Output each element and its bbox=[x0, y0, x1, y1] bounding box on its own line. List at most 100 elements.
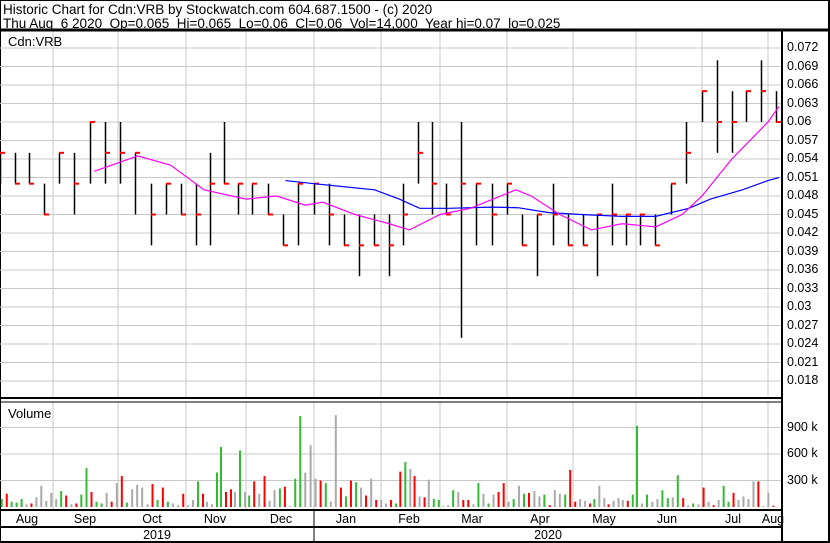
volume-bar bbox=[375, 499, 378, 507]
volume-bar bbox=[131, 489, 134, 507]
volume-bar bbox=[617, 498, 620, 507]
volume-bar bbox=[507, 501, 510, 507]
volume-bar bbox=[418, 496, 421, 507]
volume-bar bbox=[80, 494, 83, 507]
y-tick-label: 0.072 bbox=[787, 40, 819, 54]
volume-bar bbox=[409, 469, 412, 507]
volume-bar bbox=[304, 472, 307, 507]
volume-bar bbox=[339, 487, 342, 507]
volume-bar bbox=[574, 501, 577, 507]
volume-bar bbox=[244, 491, 246, 507]
year-label: 2020 bbox=[534, 528, 562, 542]
volume-bar bbox=[141, 487, 144, 507]
y-tick-label: 0.042 bbox=[787, 225, 819, 239]
volume-bar bbox=[263, 476, 266, 507]
volume-bar bbox=[502, 483, 505, 507]
volume-bar bbox=[225, 491, 227, 507]
volume-bar bbox=[671, 497, 674, 507]
volume-bar bbox=[110, 501, 113, 507]
volume-bar bbox=[752, 481, 755, 507]
volume-bar bbox=[413, 476, 416, 507]
volume-bar bbox=[651, 501, 654, 507]
volume-bar bbox=[258, 493, 261, 507]
volume-bar bbox=[156, 499, 159, 507]
volume-bar bbox=[95, 501, 98, 507]
volume-bar bbox=[299, 416, 302, 507]
volume-bar bbox=[548, 505, 551, 507]
volume-bar bbox=[187, 505, 190, 507]
volume-bar bbox=[767, 492, 770, 507]
volume-bar bbox=[380, 499, 383, 507]
volume-bar bbox=[646, 494, 648, 507]
volume-bar bbox=[666, 498, 669, 507]
volume-bar bbox=[747, 499, 750, 507]
volume-bar bbox=[404, 461, 407, 507]
volume-bar bbox=[584, 500, 587, 507]
volume-bar bbox=[283, 486, 286, 507]
volume-bar bbox=[452, 490, 455, 507]
volume-bar bbox=[161, 487, 164, 507]
volume-bar bbox=[136, 484, 139, 507]
volume-bar bbox=[626, 500, 629, 507]
volume-bar bbox=[757, 481, 760, 507]
chart-title: Historic Chart for Cdn:VRB by Stockwatch… bbox=[3, 2, 433, 17]
y-tick-label: 0.018 bbox=[787, 373, 819, 387]
volume-bar bbox=[20, 499, 23, 507]
volume-bar bbox=[727, 501, 730, 507]
volume-bar bbox=[702, 487, 705, 507]
y-tick-label: 0.054 bbox=[787, 151, 819, 165]
volume-bar bbox=[717, 499, 720, 507]
volume-bar bbox=[239, 450, 241, 507]
volume-bar bbox=[447, 505, 450, 507]
volume-bar bbox=[115, 483, 118, 507]
y-tick-label: 0.069 bbox=[787, 58, 819, 73]
volume-bar bbox=[492, 494, 495, 507]
month-label: Jun bbox=[656, 512, 678, 526]
volume-bar bbox=[612, 500, 615, 507]
y-tick-label: 0.039 bbox=[787, 243, 819, 258]
volume-bar bbox=[151, 484, 154, 507]
volume-bar bbox=[319, 480, 322, 507]
month-label: Apr bbox=[530, 512, 550, 526]
volume-bar bbox=[712, 505, 715, 507]
quote-summary: Thu Aug 6 2020 Op=0.065 Hi=0.065 Lo=0.06… bbox=[3, 16, 561, 31]
volume-bar bbox=[558, 493, 561, 507]
volume-bar bbox=[146, 504, 149, 507]
volume-bar bbox=[360, 487, 363, 507]
volume-bar bbox=[772, 505, 775, 507]
month-label: Dec bbox=[269, 512, 293, 526]
volume-bar bbox=[538, 496, 541, 507]
volume-bar bbox=[273, 490, 276, 507]
volume-bar bbox=[553, 490, 556, 507]
volume-bar bbox=[661, 490, 664, 507]
volume-bar bbox=[598, 485, 601, 507]
volume-bar bbox=[512, 499, 515, 507]
volume-bar bbox=[523, 493, 525, 507]
volume-bar bbox=[211, 504, 213, 507]
volume-bar bbox=[206, 501, 208, 507]
volume-bar bbox=[603, 498, 606, 507]
volume-bar bbox=[482, 493, 485, 507]
volume-bar bbox=[75, 503, 78, 507]
volume-bar bbox=[268, 500, 271, 507]
volume-bar bbox=[35, 497, 38, 507]
symbol-label: Cdn:VRB bbox=[8, 34, 63, 49]
volume-bar bbox=[334, 415, 337, 507]
volume-bar bbox=[457, 491, 460, 507]
volume-bar bbox=[230, 489, 232, 507]
volume-bar bbox=[253, 481, 256, 507]
y-tick-label: 0.06 bbox=[787, 114, 812, 128]
volume-tick-label: 900 k bbox=[787, 419, 818, 434]
volume-bar bbox=[533, 491, 536, 507]
volume-bar bbox=[732, 492, 735, 507]
volume-bar bbox=[607, 504, 610, 507]
volume-bar bbox=[589, 503, 592, 507]
month-label: Jul bbox=[725, 512, 741, 526]
y-tick-label: 0.021 bbox=[787, 354, 819, 369]
volume-bar bbox=[656, 499, 659, 507]
volume-bar bbox=[692, 503, 695, 507]
y-tick-label: 0.024 bbox=[787, 336, 819, 350]
y-tick-label: 0.045 bbox=[787, 206, 819, 221]
volume-bar bbox=[100, 503, 103, 507]
